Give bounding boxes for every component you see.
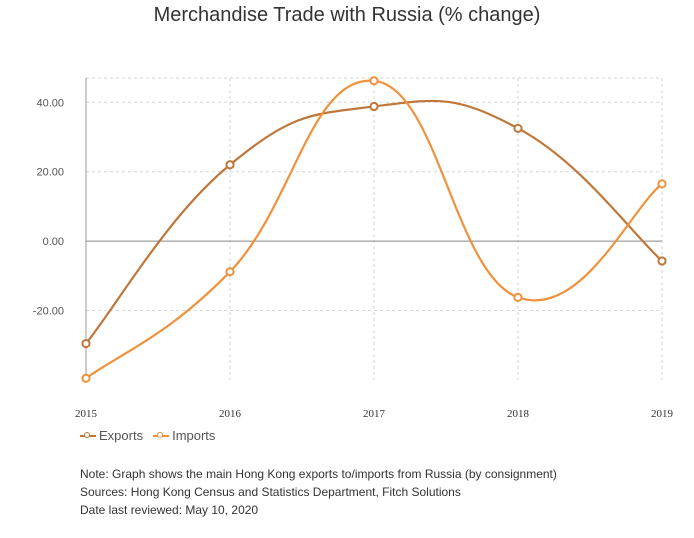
- x-tick-label: 2015: [75, 408, 98, 420]
- chart-notes: Note: Graph shows the main Hong Kong exp…: [80, 465, 557, 519]
- y-tick-label: -20.00: [33, 306, 64, 318]
- data-point-exports: [369, 101, 379, 112]
- y-tick-label: 0.00: [43, 236, 64, 248]
- y-tick-label: 20.00: [36, 167, 64, 179]
- x-tick-label: 2018: [507, 408, 530, 420]
- sources-text: Sources: Hong Kong Census and Statistics…: [80, 485, 461, 499]
- data-point-imports: [81, 373, 91, 383]
- legend-swatch-exports: [80, 431, 96, 441]
- data-point-imports: [657, 179, 667, 189]
- data-point-exports: [657, 256, 667, 266]
- x-tick-label: 2019: [651, 408, 674, 420]
- series-line-imports: [85, 79, 663, 380]
- legend: Exports Imports: [80, 428, 215, 443]
- series: [81, 76, 667, 383]
- data-point-exports: [225, 160, 235, 170]
- legend-label-imports: Imports: [172, 428, 216, 443]
- data-point-imports: [369, 76, 379, 86]
- x-tick-label: 2017: [363, 408, 386, 420]
- chart-title: Merchandise Trade with Russia (% change): [153, 4, 541, 26]
- data-point-imports: [513, 292, 523, 302]
- grid: [85, 77, 663, 380]
- x-tick-label: 2016: [219, 408, 242, 420]
- data-point-imports: [225, 267, 235, 277]
- legend-item-imports[interactable]: Imports: [153, 428, 215, 443]
- legend-label-exports: Exports: [99, 428, 144, 443]
- note-text: Note: Graph shows the main Hong Kong exp…: [80, 467, 557, 481]
- legend-item-exports[interactable]: Exports: [80, 428, 143, 443]
- data-point-exports: [513, 123, 523, 133]
- data-point-exports: [81, 338, 91, 349]
- y-tick-label: 40.00: [36, 97, 64, 109]
- date-reviewed-text: Date last reviewed: May 10, 2020: [80, 503, 259, 517]
- legend-swatch-imports: [153, 431, 170, 441]
- axes: -20.00 0.00 20.00 40.00 2015 2016 2017 2018 2019: [33, 78, 674, 420]
